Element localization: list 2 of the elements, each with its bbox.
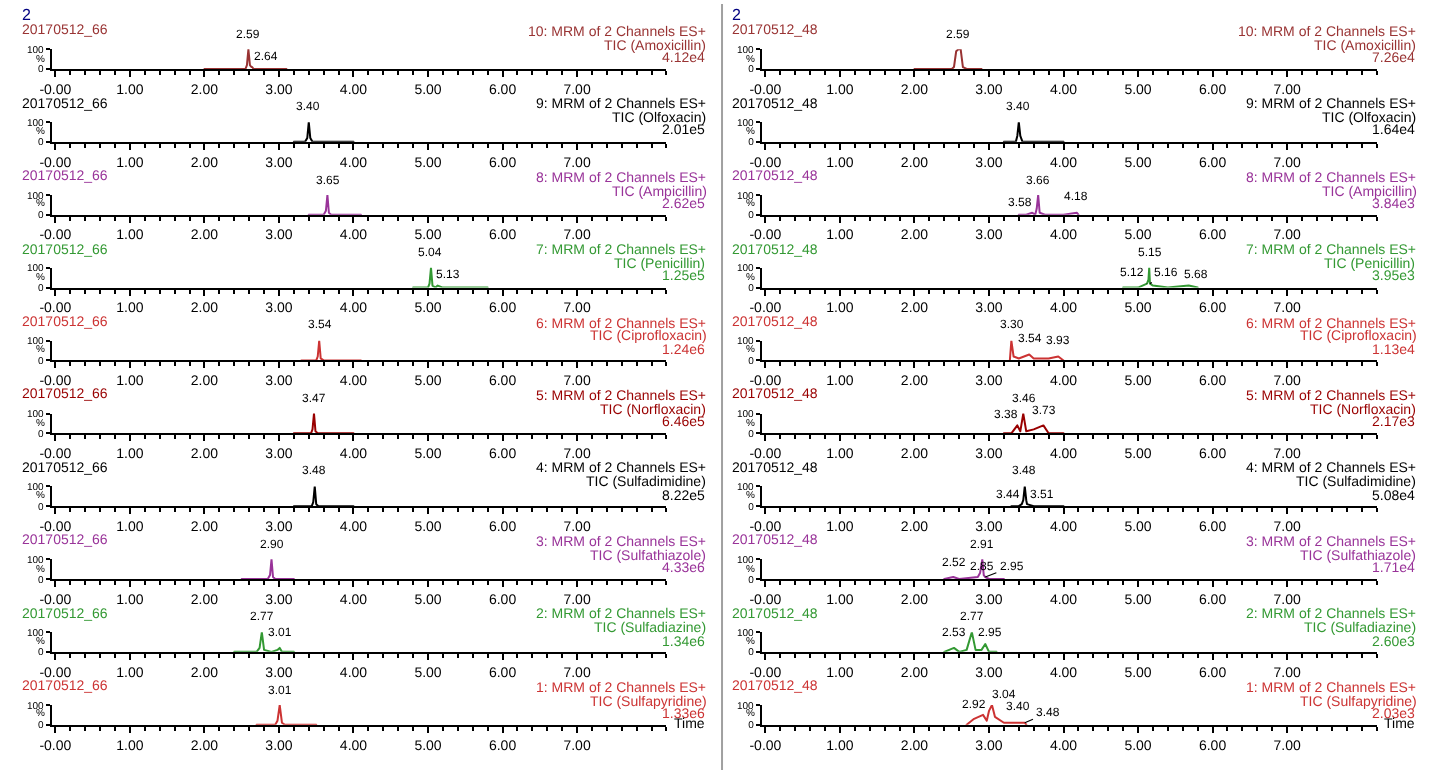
- text: 2: [732, 6, 742, 24]
- text: 2: [22, 6, 32, 24]
